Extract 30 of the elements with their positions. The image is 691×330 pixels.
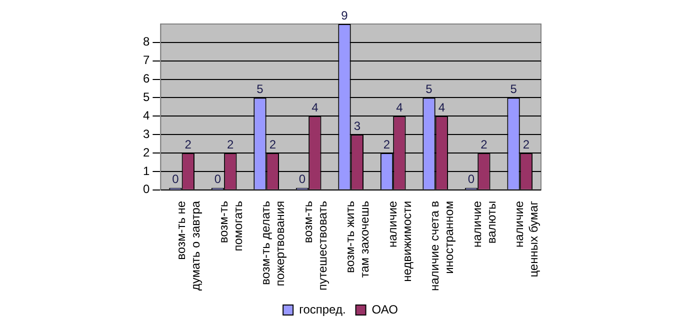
y-tick-label: 6 [142,72,150,86]
legend-label: ОАО [372,302,398,316]
y-tick-label: 7 [142,53,150,68]
data-label: 4 [312,100,319,114]
y-tick-label: 2 [142,145,150,160]
x-tick-label: возм-ть не думать о завтра [174,200,203,291]
data-label: 2 [269,137,276,152]
data-label: 0 [468,172,475,186]
data-label: 0 [172,172,180,186]
y-tick-label: 3 [142,126,150,141]
data-label: 3 [354,118,361,133]
data-label: 2 [383,137,390,152]
data-label: 4 [396,100,404,114]
data-label: 5 [426,82,433,96]
data-label: 9 [341,8,348,22]
data-label: 4 [438,100,446,114]
data-label: 2 [184,137,192,152]
data-label: 5 [510,82,518,96]
y-tick-label: 5 [142,90,150,104]
y-tick-label: 4 [142,108,150,122]
y-tick-label: 0 [142,182,150,196]
y-tick-label: 1 [142,164,150,178]
data-label: 2 [227,137,234,152]
data-label: 2 [522,137,530,152]
data-label: 0 [298,172,306,186]
legend-label: госпред. [299,302,346,316]
data-label: 5 [256,82,264,96]
data-label: 2 [480,137,488,152]
data-label: 0 [214,172,222,186]
y-tick-label: 8 [142,34,150,49]
